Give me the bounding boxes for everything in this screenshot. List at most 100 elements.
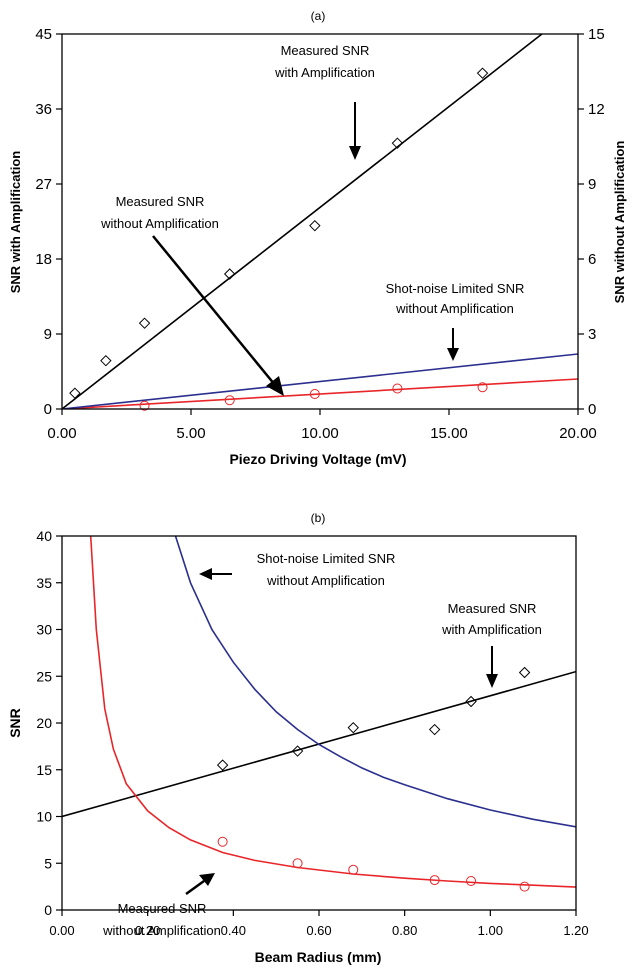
y2-tick-label: 15 (588, 26, 605, 43)
panel-b-series-0-diamond-point (428, 723, 441, 736)
panel-b-series-0-diamond-point (347, 721, 359, 734)
annotation-line: Measured SNR (118, 901, 207, 916)
panel-b-plot-frame (61, 535, 577, 911)
annotation-line: without Amplification (102, 923, 221, 938)
y-tick-label: 25 (36, 668, 52, 684)
panel-b-series-0-diamond-point (291, 745, 304, 757)
annotation-line: with Amplification (274, 65, 375, 80)
annotation-line: without Amplification (100, 216, 219, 231)
y-tick-label: 35 (36, 575, 52, 591)
panel-a-annotation-without-amp: Measured SNR without Amplification (100, 194, 284, 396)
y-tick-label: 36 (35, 101, 52, 118)
panel-b-annotation-with-amp: Measured SNR with Amplification (441, 601, 542, 688)
annotation-line: Measured SNR (281, 43, 370, 58)
panel-b: (b) 0.00 0.20 0.40 0.60 0.80 1.00 1.20 0 5 10 15 20… (7, 511, 589, 965)
annotation-arrow (152, 235, 276, 386)
panel-b-series-2-circle-point (217, 836, 228, 847)
panel-a-label: (a) (311, 9, 326, 23)
panel-a-annotation-with-amp: Measured SNR with Amplification (274, 43, 375, 160)
panel-a-right-y-axis-title: SNR without Amplification (612, 141, 627, 304)
y-tick-label: 20 (36, 715, 52, 731)
arrow-head (266, 376, 284, 396)
panel-a-series-2-circle-point (392, 383, 403, 394)
y-tick-label: 18 (35, 251, 52, 268)
panel-a-left-y-axis-title: SNR with Amplification (8, 151, 23, 294)
annotation-line: Measured SNR (448, 601, 537, 616)
annotation-line: Shot-noise Limited SNR (386, 281, 525, 296)
x-tick-label: 1.00 (478, 923, 503, 938)
panel-b-series-2-circle-point (292, 858, 303, 869)
panel-b-series-2-circle-point (348, 864, 359, 875)
panel-b-x-axis-title: Beam Radius (mm) (255, 949, 382, 965)
y2-tick-label: 6 (588, 251, 596, 268)
y-tick-label: 0 (44, 902, 52, 918)
panel-b-series-4-line (174, 536, 576, 828)
panel-b-y-axis-title: SNR (7, 708, 23, 738)
y-tick-label: 10 (36, 809, 52, 825)
panel-b-annotation-without-amp: Measured SNR without Amplification (102, 873, 221, 938)
panel-b-label: (b) (311, 511, 326, 525)
y2-tick-label: 9 (588, 176, 596, 193)
panel-a-series-0-diamond-point (476, 67, 489, 79)
panel-a-series-0-diamond-point (100, 354, 112, 367)
panel-a-series-0-diamond-point (223, 268, 236, 280)
arrow-head (486, 674, 498, 688)
panel-a-series-2-circle-point (309, 389, 320, 399)
panel-a-annotation-shot-noise: Shot-noise Limited SNR without Amplifica… (386, 281, 525, 361)
y-tick-label: 40 (36, 528, 52, 544)
annotation-line: without Amplification (266, 573, 385, 588)
panel-a-series-2-circle-point (477, 382, 488, 393)
panel-b-annotation-shot-noise: Shot-noise Limited SNR without Amplifica… (199, 551, 395, 588)
y-tick-label: 9 (44, 326, 52, 343)
x-tick-label: 0.00 (49, 923, 74, 938)
x-tick-label: 0.60 (306, 923, 331, 938)
y-tick-label: 30 (36, 622, 52, 638)
panel-a: (a) 0.00 5.00 10.00 15.00 20.000918273645036… (8, 9, 627, 467)
panel-b-series-0-diamond-point (465, 695, 477, 708)
panel-a-series-0-diamond-point (391, 137, 404, 149)
panel-b-series-2-circle-point (466, 876, 477, 887)
panel-b-series-2-circle-point (429, 875, 440, 886)
y-tick-label: 45 (35, 26, 52, 43)
panel-b-series-0-diamond-point (216, 759, 229, 771)
x-tick-label: 1.20 (563, 923, 588, 938)
y-tick-label: 0 (44, 401, 52, 418)
arrow-head (199, 873, 215, 886)
x-tick-label: 5.00 (176, 425, 205, 442)
x-tick-label: 10.00 (301, 425, 339, 442)
y2-tick-label: 12 (588, 101, 605, 118)
panel-a-series-2-circle-point (139, 400, 150, 411)
panel-a-x-axis-title: Piezo Driving Voltage (mV) (229, 451, 406, 467)
panel-a-series-0-diamond-point (69, 387, 81, 399)
x-tick-label: 0.80 (392, 923, 417, 938)
y-tick-label: 27 (35, 176, 52, 193)
x-tick-label: 0.20 (135, 923, 160, 938)
y-tick-label: 5 (44, 855, 52, 871)
arrow-head (199, 568, 212, 580)
panel-a-series-4-line (62, 353, 578, 409)
panel-b-series-0-diamond-point (518, 666, 531, 679)
panel-a-series-2-circle-point (224, 395, 235, 406)
arrow-head (349, 146, 361, 160)
annotation-arrow (185, 879, 205, 896)
y2-tick-label: 3 (588, 326, 596, 343)
panel-a-series-0-diamond-point (138, 317, 151, 329)
panel-a-series-3-line (62, 378, 578, 409)
x-tick-label: 15.00 (430, 425, 468, 442)
panel-b-series-3-line (89, 536, 576, 888)
y-tick-label: 15 (36, 762, 52, 778)
arrow-head (447, 348, 459, 361)
annotation-line: Shot-noise Limited SNR (257, 551, 396, 566)
panel-b-series-2-circle-point (519, 881, 530, 892)
x-tick-label: 0.00 (47, 425, 76, 442)
x-tick-label: 0.40 (221, 923, 246, 938)
plot-area (62, 536, 576, 888)
annotation-line: without Amplification (395, 301, 514, 316)
panel-a-series-0-diamond-point (309, 219, 321, 232)
panel-a-series-1-line (62, 34, 543, 409)
annotation-line: with Amplification (441, 622, 542, 637)
annotation-line: Measured SNR (116, 194, 205, 209)
x-tick-label: 20.00 (559, 425, 597, 442)
y2-tick-label: 0 (588, 401, 596, 418)
